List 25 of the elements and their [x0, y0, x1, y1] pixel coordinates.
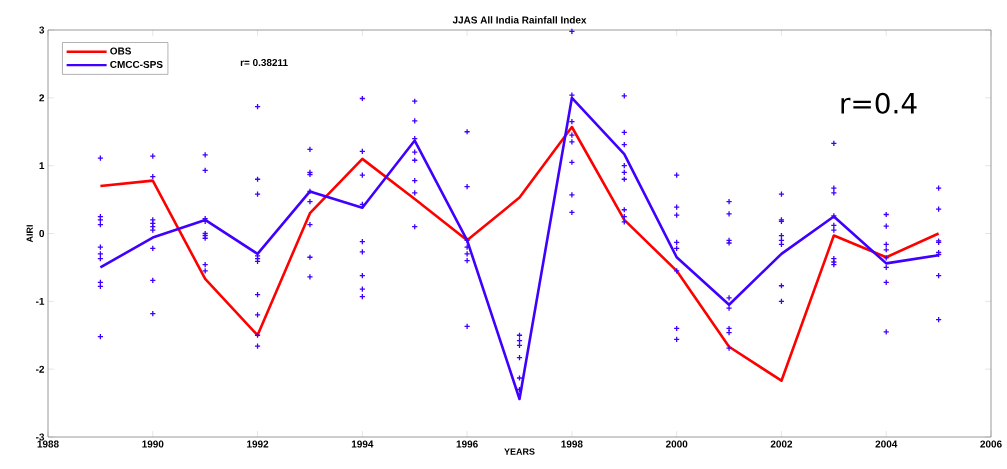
x-tick-label: 2002: [770, 440, 793, 448]
x-tick-label: 1998: [561, 440, 583, 448]
y-tick-label: 3: [39, 26, 45, 34]
line-series: [99, 125, 940, 382]
y-tick-label: 1: [39, 162, 45, 170]
x-tick-label: 2006: [980, 440, 1002, 448]
x-tick-label: 1996: [456, 440, 478, 448]
x-axis-title: YEARS: [504, 448, 535, 455]
legend-label: OBS: [110, 47, 132, 55]
y-tick-label: 0: [39, 229, 45, 238]
x-tick-label: 1988: [37, 440, 59, 448]
x-tick-label: 1992: [247, 440, 269, 448]
y-tick-label: -2: [36, 365, 45, 373]
annotation: r= 0.38211: [240, 59, 288, 67]
annotation: r=0.4: [841, 92, 917, 114]
y-axis-title: AIRI: [26, 225, 33, 243]
x-tick-label: 1990: [142, 440, 164, 448]
chart-title: JJAS All India Rainfall Index: [452, 16, 587, 24]
x-tick-label: 2000: [665, 440, 688, 448]
y-tick-label: -1: [36, 297, 45, 305]
legend-label: CMCC-SPS: [110, 60, 163, 68]
y-tick-label: -3: [36, 433, 45, 441]
x-tick-label: 1994: [351, 440, 374, 448]
x-tick-label: 2004: [875, 440, 898, 448]
y-tick-label: 2: [39, 94, 45, 102]
